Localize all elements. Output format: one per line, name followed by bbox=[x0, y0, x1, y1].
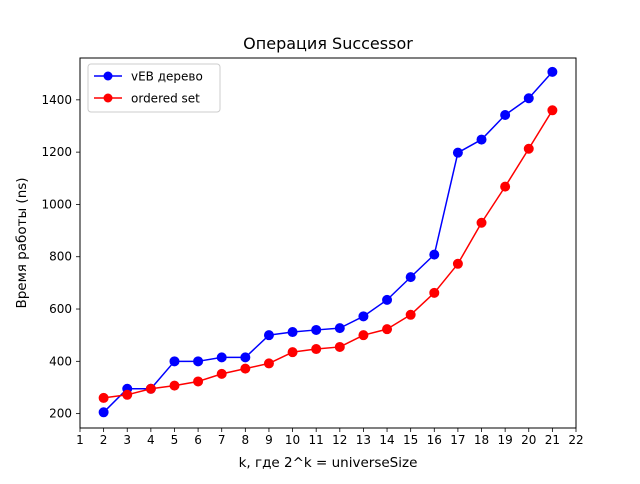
y-axis-label: Время работы (ns) bbox=[14, 177, 30, 308]
x-tick-label: 16 bbox=[427, 433, 442, 447]
plot-frame bbox=[79, 57, 577, 429]
y-tick-label: 1000 bbox=[41, 197, 72, 211]
series-point-2 bbox=[311, 344, 322, 355]
x-tick-label: 6 bbox=[194, 433, 202, 447]
series-point-1 bbox=[429, 249, 440, 260]
x-tick-label: 18 bbox=[474, 433, 489, 447]
x-tick-label: 21 bbox=[545, 433, 560, 447]
x-tick-label: 1 bbox=[76, 433, 84, 447]
series-point-2 bbox=[216, 368, 227, 379]
legend-marker-2 bbox=[103, 93, 113, 103]
series-point-1 bbox=[263, 330, 274, 341]
x-tick-label: 13 bbox=[356, 433, 371, 447]
series-point-2 bbox=[523, 143, 534, 154]
series-point-1 bbox=[500, 110, 511, 121]
series-point-1 bbox=[98, 407, 109, 418]
x-axis-label: k, где 2^k = universeSize bbox=[239, 455, 418, 471]
series-point-1 bbox=[382, 294, 393, 305]
y-tick-label: 400 bbox=[49, 354, 72, 368]
series-point-1 bbox=[358, 311, 369, 322]
y-axis: 200 400 600 800 1000 1200 1400 bbox=[41, 93, 80, 421]
series-point-2 bbox=[145, 383, 156, 394]
x-tick-label: 8 bbox=[242, 433, 250, 447]
x-tick-label: 9 bbox=[265, 433, 273, 447]
series-point-2 bbox=[476, 217, 487, 228]
x-tick-label: 20 bbox=[521, 433, 536, 447]
series-point-2 bbox=[169, 380, 180, 391]
series-point-1 bbox=[334, 323, 345, 334]
legend-marker-1 bbox=[103, 71, 113, 81]
series-point-2 bbox=[334, 341, 345, 352]
series-point-2 bbox=[547, 105, 558, 116]
x-tick-label: 2 bbox=[100, 433, 108, 447]
series-point-1 bbox=[452, 147, 463, 158]
series-point-2 bbox=[287, 347, 298, 358]
series-point-1 bbox=[169, 356, 180, 367]
plot-marks bbox=[98, 66, 558, 418]
series-point-2 bbox=[122, 389, 133, 400]
x-axis: 1 2 3 4 5 6 7 8 9 10 11 12 13 14 15 16 17 18 19 20 21 22 bbox=[76, 428, 584, 447]
x-tick-label: 5 bbox=[171, 433, 179, 447]
series-point-2 bbox=[240, 363, 251, 374]
x-tick-label: 17 bbox=[450, 433, 465, 447]
series-point-1 bbox=[476, 134, 487, 145]
x-tick-label: 3 bbox=[123, 433, 131, 447]
x-tick-label: 10 bbox=[285, 433, 300, 447]
x-tick-label: 15 bbox=[403, 433, 418, 447]
legend-label-2: ordered set bbox=[131, 92, 200, 106]
series-point-2 bbox=[429, 287, 440, 298]
x-tick-label: 11 bbox=[309, 433, 324, 447]
y-tick-label: 600 bbox=[49, 302, 72, 316]
series-point-2 bbox=[500, 181, 511, 192]
series-point-1 bbox=[216, 352, 227, 363]
series-point-1 bbox=[405, 272, 416, 283]
legend: vEB дерево ordered set bbox=[87, 63, 221, 113]
series-point-1 bbox=[523, 93, 534, 104]
legend-label-1: vEB дерево bbox=[131, 70, 203, 84]
series-point-1 bbox=[311, 324, 322, 335]
y-tick-label: 1200 bbox=[41, 145, 72, 159]
series-point-1 bbox=[240, 352, 251, 363]
series-point-1 bbox=[287, 327, 298, 338]
series-point-2 bbox=[452, 258, 463, 269]
x-tick-label: 19 bbox=[498, 433, 513, 447]
y-tick-label: 200 bbox=[49, 407, 72, 421]
x-tick-label: 7 bbox=[218, 433, 226, 447]
series-point-1 bbox=[547, 66, 558, 77]
series-point-2 bbox=[193, 376, 204, 387]
y-tick-label: 800 bbox=[49, 250, 72, 264]
x-tick-label: 4 bbox=[147, 433, 155, 447]
series-point-1 bbox=[193, 356, 204, 367]
series-point-2 bbox=[358, 330, 369, 341]
y-tick-label: 1400 bbox=[41, 93, 72, 107]
series-point-2 bbox=[98, 392, 109, 403]
x-tick-label: 22 bbox=[568, 433, 583, 447]
series-point-2 bbox=[263, 358, 274, 369]
x-tick-label: 14 bbox=[379, 433, 394, 447]
series-point-2 bbox=[382, 324, 393, 335]
x-tick-label: 12 bbox=[332, 433, 347, 447]
chart-title: Операция Successor bbox=[243, 34, 413, 53]
series-point-2 bbox=[405, 309, 416, 320]
